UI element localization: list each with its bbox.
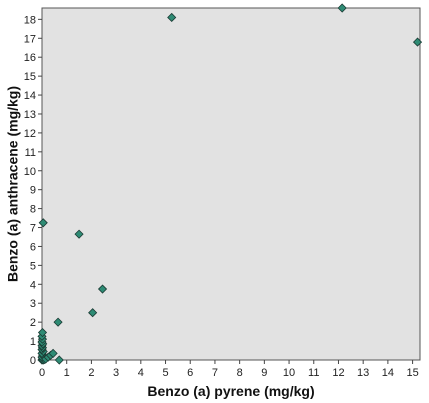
data-point	[38, 218, 48, 228]
y-tick-label: 10	[24, 166, 36, 178]
x-tick-label: 9	[261, 367, 267, 379]
data-point	[97, 284, 108, 294]
y-tick-label: 4	[30, 279, 36, 291]
x-tick-label: 1	[64, 367, 70, 379]
x-tick-label: 2	[88, 367, 94, 379]
y-tick-label: 5	[30, 260, 36, 272]
data-point	[337, 3, 347, 13]
data-point	[74, 229, 84, 239]
y-tick-label: 6	[30, 241, 36, 253]
x-axis: 0 1 2 3 4 5 6 7 8 9 10 11 12 13 14 15	[39, 360, 419, 379]
data-point	[88, 308, 98, 318]
x-tick-label: 8	[237, 367, 243, 379]
data-point	[53, 317, 63, 327]
y-tick-label: 1	[30, 336, 36, 348]
x-tick-label: 12	[332, 367, 344, 379]
y-tick-label: 13	[24, 109, 36, 121]
y-tick-label: 17	[24, 33, 36, 45]
y-tick-label: 16	[24, 52, 36, 64]
data-point	[54, 355, 64, 365]
x-tick-label: 11	[308, 367, 319, 379]
x-tick-label: 6	[187, 367, 193, 379]
x-tick-label: 15	[406, 367, 418, 379]
x-tick-label: 4	[138, 367, 144, 379]
y-tick-label: 0	[30, 355, 36, 367]
y-tick-label: 15	[24, 71, 36, 83]
data-point	[48, 348, 58, 358]
x-tick-label: 0	[39, 367, 45, 379]
x-tick-label: 10	[283, 367, 295, 379]
x-tick-label: 7	[212, 367, 218, 379]
y-tick-label: 3	[30, 298, 36, 310]
data-points	[37, 3, 423, 365]
y-tick-label: 7	[30, 223, 36, 235]
y-axis-title: Benzo (a) anthracene (mg/kg)	[5, 86, 21, 282]
y-tick-label: 18	[24, 14, 36, 26]
x-axis-title: Benzo (a) pyrene (mg/kg)	[147, 383, 314, 399]
y-tick-label: 14	[24, 90, 36, 102]
x-tick-label: 13	[357, 367, 369, 379]
x-tick-label: 14	[382, 367, 394, 379]
y-tick-label: 12	[24, 128, 36, 140]
plot-area	[41, 7, 421, 361]
y-tick-label: 8	[30, 204, 36, 216]
data-point	[412, 37, 423, 47]
x-tick-label: 5	[162, 367, 168, 379]
x-tick-label: 3	[113, 367, 119, 379]
data-point	[167, 12, 177, 23]
y-tick-label: 11	[25, 147, 36, 159]
y-tick-label: 9	[30, 185, 36, 197]
data-point	[37, 327, 48, 338]
y-tick-label: 2	[30, 317, 36, 329]
